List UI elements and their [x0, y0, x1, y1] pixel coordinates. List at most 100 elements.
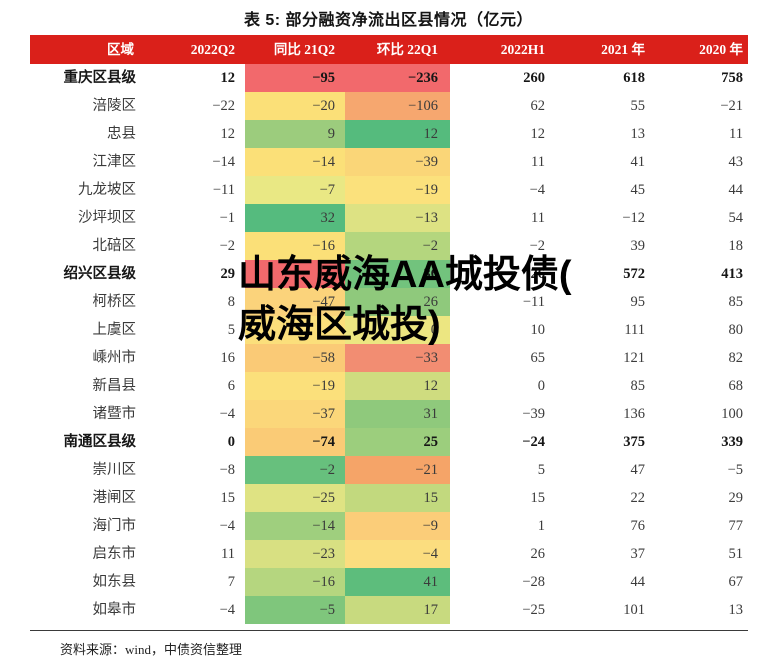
header-col-region: 区域	[107, 42, 134, 57]
region-name-cell: 新昌县	[92, 378, 137, 394]
value-qoq-cell: −2	[345, 232, 450, 260]
table-row: 九龙坡区 −11 −7 −19 −4 45 44	[30, 176, 748, 204]
header-col-2022h1: 2022H1	[500, 42, 545, 57]
value-yoy-cell: −5	[245, 596, 345, 624]
value-qoq-cell: −19	[345, 176, 450, 204]
value-2022h1-cell: −2	[529, 238, 545, 254]
value-yoy-cell: −25	[245, 484, 345, 512]
table-row: 柯桥区 8 −47 26 −11 95 85	[30, 288, 748, 316]
value-2020-cell: 77	[728, 518, 744, 534]
value-qoq-cell: 12	[345, 372, 450, 400]
value-2022h1-cell: −25	[522, 602, 545, 618]
value-2021-cell: 136	[623, 406, 645, 422]
value-yoy-cell: −16	[245, 568, 345, 596]
region-name-cell: 重庆区县级	[63, 70, 137, 86]
value-yoy-cell: 9	[245, 120, 345, 148]
value-2020-cell: 68	[728, 378, 744, 394]
region-name-cell: 如东县	[92, 574, 137, 590]
value-qoq-cell: 12	[345, 120, 450, 148]
value-2021-cell: 45	[630, 182, 646, 198]
value-2021-cell: 121	[623, 350, 645, 366]
value-2020-cell: 758	[721, 70, 743, 86]
value-qoq-cell: 0	[345, 316, 450, 344]
value-qoq-cell: 25	[345, 428, 450, 456]
table-title: 表 5: 部分融资净流出区县情况（亿元）	[243, 12, 534, 29]
value-2021-cell: 37	[630, 546, 646, 562]
region-name-cell: 上虞区	[92, 322, 137, 338]
table-row: 江津区 −14 −14 −39 11 41 43	[30, 148, 748, 176]
value-2021-cell: 76	[630, 518, 646, 534]
value-2022h1-cell: 62	[530, 98, 546, 114]
value-qoq-cell: −21	[345, 456, 450, 484]
value-2021-cell: 95	[630, 294, 646, 310]
table-header-row: 区域 2022Q2 同比 21Q2 环比 22Q1 2022H1 2021 年 …	[30, 35, 748, 64]
table-row: 绍兴区县级 29 36 26 572 413	[30, 260, 748, 288]
value-yoy-cell	[245, 316, 345, 344]
value-yoy-cell: −14	[245, 148, 345, 176]
value-2022h1-cell: 5	[537, 462, 545, 478]
table-row: 崇川区 −8 −2 −21 5 47 −5	[30, 456, 748, 484]
header-col-2022q2: 2022Q2	[190, 42, 235, 57]
value-2022q2-cell: −14	[212, 154, 235, 170]
value-qoq-cell: −39	[345, 148, 450, 176]
value-2021-cell: 55	[630, 98, 646, 114]
table-row: 嵊州市 16 −58 −33 65 121 82	[30, 344, 748, 372]
table-row: 诸暨市 −4 −37 31 −39 136 100	[30, 400, 748, 428]
value-2022h1-cell: 1	[537, 518, 545, 534]
table-row: 重庆区县级 12 −95 −236 260 618 758	[30, 64, 748, 92]
region-name-cell: 港闸区	[92, 490, 137, 506]
value-qoq-cell: 15	[345, 484, 450, 512]
value-2022q2-cell: 8	[227, 294, 235, 310]
table-row: 北碚区 −2 −16 −2 −2 39 18	[30, 232, 748, 260]
value-2022h1-cell: 11	[531, 154, 545, 170]
value-2021-cell: 44	[630, 574, 646, 590]
value-2020-cell: 85	[728, 294, 744, 310]
value-2022q2-cell: 5	[227, 322, 235, 338]
value-yoy-cell: −20	[245, 92, 345, 120]
region-name-cell: 忠县	[107, 126, 136, 142]
region-name-cell: 江津区	[92, 154, 137, 170]
watermark-line2: 威海区城投)	[238, 304, 441, 346]
value-yoy-cell: −74	[245, 428, 345, 456]
region-name-cell: 嵊州市	[92, 350, 137, 366]
value-yoy-cell: −7	[245, 176, 345, 204]
region-name-cell: 沙坪坝区	[78, 210, 136, 226]
value-2022q2-cell: −4	[219, 518, 235, 534]
value-2022h1-cell: 26	[530, 266, 546, 282]
value-2022q2-cell: 0	[227, 434, 235, 450]
value-2020-cell: 67	[728, 574, 744, 590]
value-2020-cell: 29	[728, 490, 744, 506]
value-2022h1-cell: 0	[537, 378, 545, 394]
value-2022q2-cell: −11	[212, 182, 235, 198]
table-row: 南通区县级 0 −74 25 −24 375 339	[30, 428, 748, 456]
table-row: 涪陵区 −22 −20 −106 62 55 −21	[30, 92, 748, 120]
region-name-cell: 海门市	[92, 518, 137, 534]
value-2022h1-cell: 260	[523, 70, 545, 86]
value-qoq-cell: −9	[345, 512, 450, 540]
table-row: 忠县 12 9 12 12 13 11	[30, 120, 748, 148]
value-2020-cell: 80	[728, 322, 744, 338]
data-table: 区域 2022Q2 同比 21Q2 环比 22Q1 2022H1 2021 年 …	[30, 35, 748, 624]
table-row: 上虞区 5 0 10 111 80	[30, 316, 748, 344]
table-row: 沙坪坝区 −1 32 −13 11 −12 54	[30, 204, 748, 232]
table-body: 重庆区县级 12 −95 −236 260 618 758 涪陵区 −22 −2…	[30, 64, 748, 624]
region-name-cell: 九龙坡区	[78, 182, 136, 198]
value-yoy-cell: −58	[245, 344, 345, 372]
value-2020-cell: 51	[728, 546, 744, 562]
header-col-2020: 2020 年	[699, 42, 743, 57]
value-2022h1-cell: 10	[530, 322, 546, 338]
value-qoq-cell: −106	[345, 92, 450, 120]
value-yoy-cell: −16	[245, 232, 345, 260]
value-2021-cell: 375	[623, 434, 645, 450]
value-2022h1-cell: 26	[530, 546, 546, 562]
value-2021-cell: −12	[622, 210, 645, 226]
value-2022q2-cell: −8	[219, 462, 235, 478]
value-yoy-cell	[245, 260, 345, 288]
value-yoy-cell: −95	[245, 64, 345, 92]
value-2022q2-cell: −2	[219, 238, 235, 254]
value-2022h1-cell: −28	[522, 574, 545, 590]
header-col-qoq: 环比 22Q1	[376, 42, 438, 57]
value-2020-cell: 13	[728, 602, 744, 618]
value-2021-cell: 41	[630, 154, 646, 170]
